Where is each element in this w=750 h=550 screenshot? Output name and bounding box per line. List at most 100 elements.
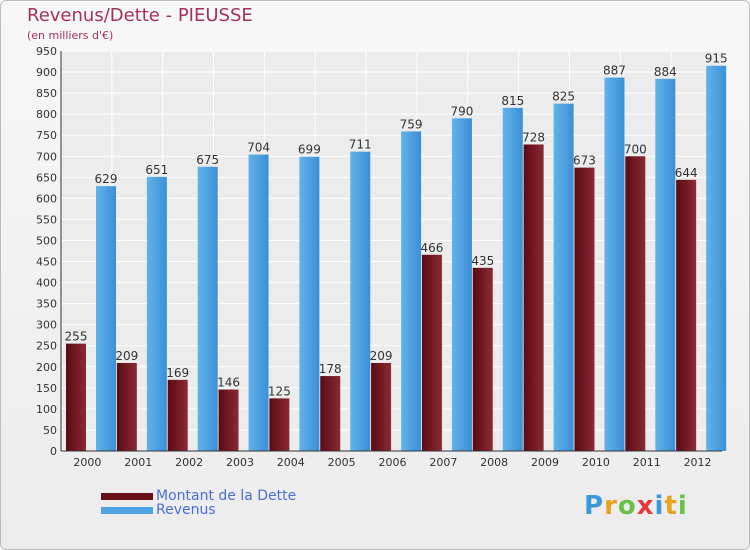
y-tick-label: 150	[36, 382, 57, 395]
value-label-dette: 728	[522, 130, 545, 144]
bar-revenus	[146, 176, 167, 452]
legend-label-dette: Montant de la Dette	[156, 488, 297, 504]
logo-letter: x	[636, 491, 655, 521]
x-tick-label: 2003	[226, 456, 254, 469]
bar-revenus	[706, 65, 727, 451]
legend-swatch-revenus	[101, 506, 153, 514]
y-tick-label: 950	[36, 45, 57, 58]
bar-dette	[625, 156, 646, 451]
x-tick-label: 2007	[429, 456, 457, 469]
y-tick-label: 250	[36, 340, 57, 353]
value-label-revenus: 887	[603, 64, 626, 78]
logo-letter: i	[677, 491, 688, 521]
value-label-revenus: 699	[298, 143, 321, 157]
value-label-revenus: 629	[95, 172, 118, 186]
bar-dette	[472, 267, 493, 451]
value-label-dette: 169	[166, 366, 189, 380]
y-tick-label: 400	[36, 277, 57, 290]
value-label-dette: 435	[471, 254, 494, 268]
x-tick-label: 2005	[328, 456, 356, 469]
logo-letter: t	[664, 491, 678, 521]
bar-dette	[371, 363, 392, 451]
value-label-dette: 209	[115, 349, 138, 363]
value-label-dette: 255	[65, 330, 88, 344]
y-tick-label: 900	[36, 66, 57, 79]
y-tick-label: 500	[36, 234, 57, 247]
y-tick-label: 700	[36, 150, 57, 163]
value-label-dette: 466	[420, 241, 443, 255]
legend-label-revenus: Revenus	[156, 502, 216, 518]
y-tick-label: 0	[50, 445, 57, 458]
bar-dette	[523, 144, 544, 451]
value-label-revenus: 915	[705, 52, 728, 66]
x-tick-label: 2002	[175, 456, 203, 469]
proxiti-logo: Proxiti	[584, 491, 688, 521]
legend-swatch-dette	[101, 492, 153, 500]
x-tick-label: 2009	[531, 456, 559, 469]
y-tick-label: 200	[36, 361, 57, 374]
value-label-dette: 673	[573, 154, 596, 168]
bar-revenus	[655, 78, 676, 451]
x-tick-label: 2010	[582, 456, 610, 469]
y-tick-label: 50	[43, 424, 57, 437]
value-label-dette: 125	[268, 384, 291, 398]
value-label-revenus: 651	[145, 163, 168, 177]
logo-letter: o	[617, 491, 637, 521]
bar-revenus	[299, 156, 320, 451]
value-label-dette: 644	[675, 166, 698, 180]
axes: 0 50 100 150 200 250 300 350 400 450 500 550 600 650 7…	[36, 45, 722, 469]
y-tick-label: 350	[36, 298, 57, 311]
bar-dette	[676, 179, 697, 451]
y-tick-label: 550	[36, 213, 57, 226]
bar-dette	[269, 398, 290, 451]
bar-dette	[421, 254, 442, 451]
value-label-revenus: 711	[349, 138, 372, 152]
chart-title: Revenus/Dette - PIEUSSE	[27, 5, 253, 26]
y-tick-label: 450	[36, 256, 57, 269]
y-tick-label: 850	[36, 87, 57, 100]
legend-item-dette: Montant de la Dette	[101, 488, 296, 504]
y-tick-label: 650	[36, 171, 57, 184]
x-tick-label: 2004	[277, 456, 305, 469]
bar-revenus	[553, 103, 574, 451]
bar-revenus	[401, 131, 422, 451]
value-label-dette: 209	[370, 349, 393, 363]
value-label-revenus: 790	[450, 104, 473, 118]
bar-dette	[116, 363, 137, 451]
legend-item-revenus: Revenus	[101, 502, 216, 518]
y-tick-label: 750	[36, 129, 57, 142]
y-tick-label: 300	[36, 319, 57, 332]
value-label-dette: 700	[624, 142, 647, 156]
bar-revenus	[350, 151, 371, 451]
y-tick-label: 600	[36, 192, 57, 205]
bar-revenus	[197, 166, 218, 451]
value-label-revenus: 704	[247, 141, 270, 155]
y-tick-label: 100	[36, 403, 57, 416]
x-tick-label: 2008	[480, 456, 508, 469]
x-tick-label: 2001	[124, 456, 152, 469]
value-label-dette: 146	[217, 376, 240, 390]
y-tick-label: 800	[36, 108, 57, 121]
logo-letter: i	[654, 491, 665, 521]
bar-dette	[66, 343, 86, 451]
bar-dette	[167, 379, 188, 451]
value-label-dette: 178	[319, 362, 342, 376]
value-label-revenus: 675	[196, 153, 219, 167]
x-tick-label: 2000	[73, 456, 101, 469]
bar-dette	[320, 376, 341, 451]
logo-letter: r	[604, 491, 618, 521]
chart-subtitle: (en milliers d'€)	[27, 29, 114, 42]
bar-revenus	[502, 107, 523, 451]
value-label-revenus: 815	[501, 94, 524, 108]
bar-dette	[218, 389, 239, 451]
bar-dette	[574, 167, 595, 451]
logo-letter: P	[584, 491, 605, 521]
bar-revenus	[96, 186, 116, 451]
value-label-revenus: 884	[654, 65, 677, 79]
x-tick-label: 2006	[379, 456, 407, 469]
value-label-revenus: 759	[400, 117, 423, 131]
bar-revenus	[248, 154, 269, 451]
x-tick-label: 2012	[684, 456, 712, 469]
